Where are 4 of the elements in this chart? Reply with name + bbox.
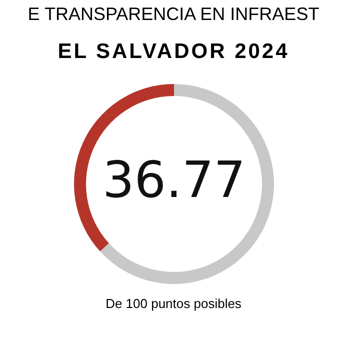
chart-subtitle: EL SALVADOR 2024 <box>56 40 290 64</box>
text: De 100 puntos posibles <box>104 296 242 311</box>
text: 36.77 <box>102 150 246 209</box>
chart-title: E TRANSPARENCIA EN INFRAEST <box>26 4 320 25</box>
